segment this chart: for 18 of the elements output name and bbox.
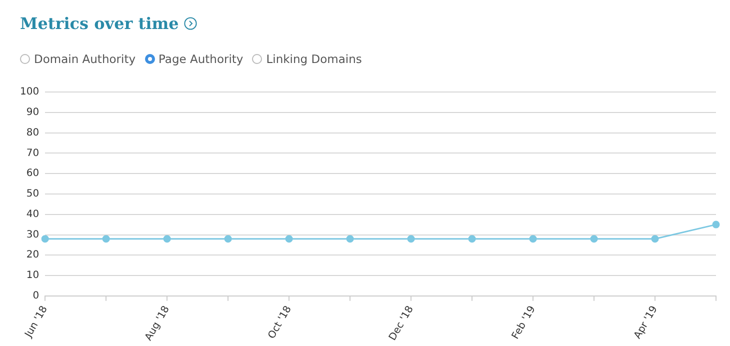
text: Linking Domains [266,52,362,66]
y-tick-label: 100 [20,86,40,98]
y-tick-label: 30 [26,229,40,240]
y-tick-label: 90 [26,106,40,118]
y-tick-label: 80 [26,127,40,138]
y-tick-label: 60 [26,168,40,180]
y-tick-label: 20 [26,250,40,261]
y-tick-label: 70 [26,148,40,159]
chart-title: Metrics over time [20,14,179,32]
text: Domain Authority [34,52,136,66]
y-tick-label: 0 [32,290,40,302]
y-tick-label: 40 [26,208,40,220]
text: Page Authority [158,52,244,66]
x-tick-label: Oct '18 [266,304,294,341]
y-tick-label: 10 [26,270,40,282]
x-tick-label: Feb '19 [510,304,538,342]
x-tick-label: Jun '18 [22,304,50,340]
y-tick-label: 50 [26,188,40,200]
